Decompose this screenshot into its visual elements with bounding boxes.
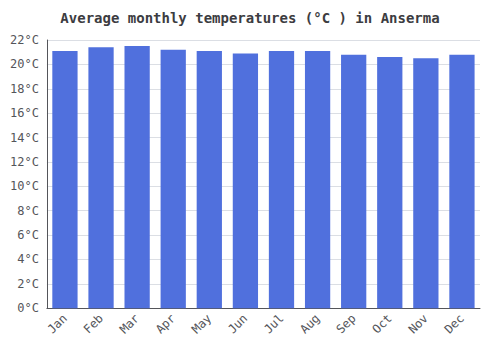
svg-text:4°C: 4°C bbox=[17, 252, 39, 266]
svg-text:May: May bbox=[189, 311, 214, 336]
svg-text:Aug: Aug bbox=[297, 311, 322, 336]
svg-text:12°C: 12°C bbox=[10, 155, 39, 169]
svg-text:14°C: 14°C bbox=[10, 131, 39, 145]
svg-text:0°C: 0°C bbox=[17, 301, 39, 315]
svg-text:6°C: 6°C bbox=[17, 228, 39, 242]
svg-text:Sep: Sep bbox=[333, 311, 358, 336]
svg-text:Jul: Jul bbox=[261, 311, 286, 336]
svg-text:Jan: Jan bbox=[45, 311, 70, 336]
svg-text:10°C: 10°C bbox=[10, 179, 39, 193]
svg-text:Apr: Apr bbox=[153, 311, 178, 336]
svg-text:Oct: Oct bbox=[370, 311, 395, 336]
svg-text:Mar: Mar bbox=[117, 311, 142, 336]
svg-text:16°C: 16°C bbox=[10, 106, 39, 120]
svg-text:Feb: Feb bbox=[81, 311, 106, 336]
svg-text:Dec: Dec bbox=[442, 311, 467, 336]
svg-text:18°C: 18°C bbox=[10, 82, 39, 96]
svg-text:2°C: 2°C bbox=[17, 277, 39, 291]
svg-text:Average monthly temperatures (: Average monthly temperatures (°C ) in An… bbox=[60, 10, 439, 26]
svg-text:22°C: 22°C bbox=[10, 33, 39, 47]
svg-text:8°C: 8°C bbox=[17, 204, 39, 218]
svg-text:20°C: 20°C bbox=[10, 57, 39, 71]
svg-text:Nov: Nov bbox=[406, 311, 431, 336]
svg-text:Jun: Jun bbox=[225, 311, 250, 336]
